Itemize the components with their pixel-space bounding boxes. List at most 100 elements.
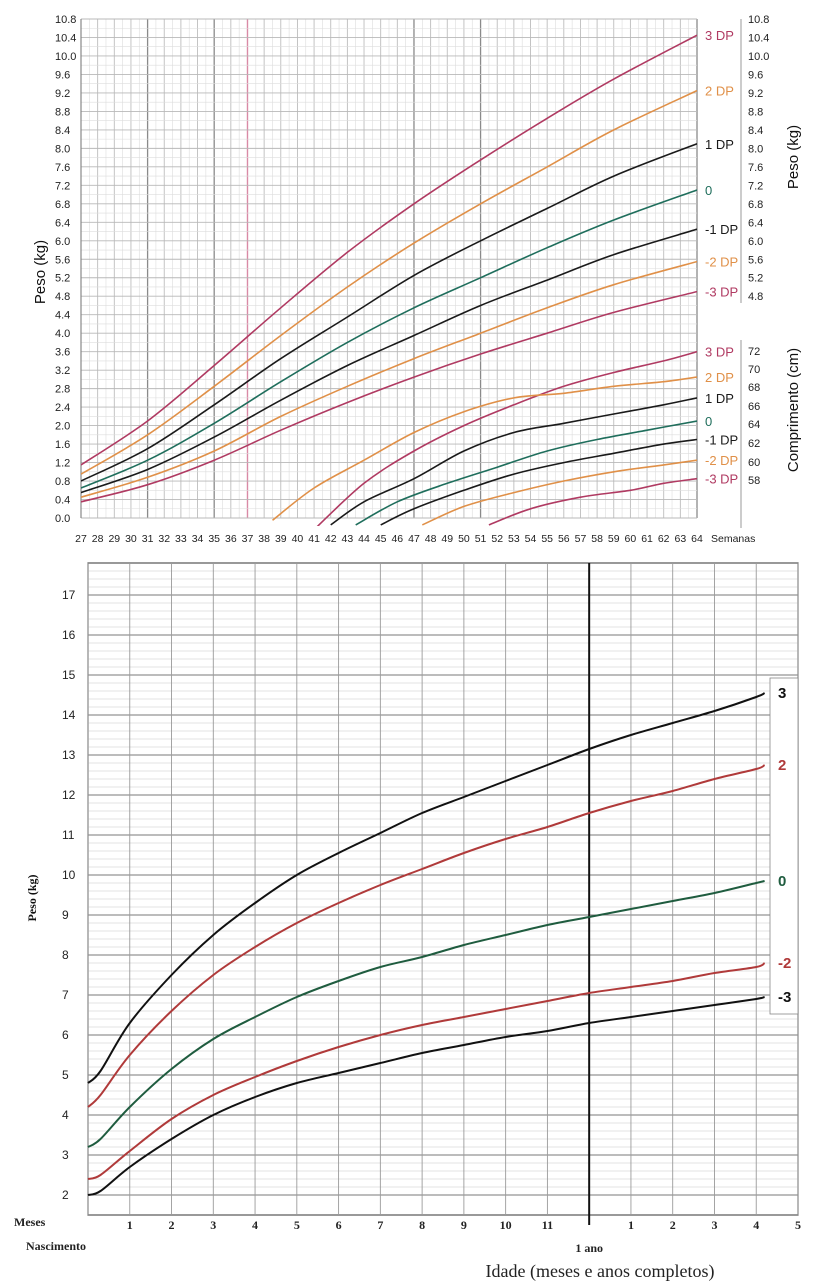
y-tick-label-left: 0.0 — [55, 513, 70, 525]
y-tick-label: 5 — [62, 1068, 69, 1082]
length-tick-label: 68 — [748, 382, 760, 394]
length-axis-title: Comprimento (cm) — [785, 348, 802, 472]
y-tick-label-left: 0.8 — [55, 476, 70, 488]
y-tick-label: 7 — [62, 988, 69, 1002]
length-series-label: 3 DP — [705, 345, 734, 360]
y-tick-label-right: 7.2 — [748, 180, 763, 192]
x-tick-label: 7 — [377, 1218, 383, 1232]
weight-series-label: -1 DP — [705, 222, 738, 237]
y-tick-label-left: 3.6 — [55, 347, 70, 359]
top-series-group — [81, 34, 697, 526]
y-tick-label-left: 9.2 — [55, 88, 70, 100]
y-axis-title-left: Peso (kg) — [32, 240, 49, 304]
y-tick-label: 2 — [62, 1188, 69, 1202]
length-series-label: 1 DP — [705, 391, 734, 406]
length-series-label: 2 DP — [705, 370, 734, 385]
x-tick-label: 41 — [308, 533, 320, 545]
y-axis-title-right: Peso (kg) — [785, 125, 802, 189]
y-tick-label: 9 — [62, 908, 69, 922]
x-tick-label: 1 — [127, 1218, 133, 1232]
y-tick-label-right: 6.4 — [748, 217, 763, 229]
bottom-plot-area — [87, 562, 799, 1216]
x-tick-label: 47 — [408, 533, 420, 545]
weight-series-line — [81, 260, 697, 498]
x-start-label: Nascimento — [26, 1239, 86, 1253]
weight-series-line — [81, 290, 697, 503]
y-tick-label-left: 4.8 — [55, 291, 70, 303]
x-tick-label: 55 — [541, 533, 553, 545]
y-tick-label: 16 — [62, 628, 76, 642]
length-series-label: -1 DP — [705, 432, 738, 447]
length-series-line — [330, 397, 697, 526]
y-tick-label-left: 4.4 — [55, 310, 70, 322]
weight-series-line — [81, 143, 697, 482]
y-tick-label-right: 7.6 — [748, 162, 763, 174]
weight-series-line — [81, 228, 697, 494]
y-tick-label: 6 — [62, 1028, 69, 1042]
y-tick-label: 11 — [62, 828, 75, 842]
y-tick-label-left: 7.2 — [55, 180, 70, 192]
y-tick-label: 15 — [62, 668, 76, 682]
y-tick-label: 14 — [62, 708, 76, 722]
series-label: -3 — [778, 989, 791, 1006]
weight-series-label: -3 DP — [705, 285, 738, 300]
y-tick-label: 8 — [62, 948, 69, 962]
x-tick-label: 2 — [670, 1218, 676, 1232]
x-tick-label: 28 — [92, 533, 104, 545]
x-axis-unit-label: Semanas — [711, 533, 755, 545]
length-series-line — [355, 420, 697, 526]
length-series-label: 0 — [705, 414, 712, 429]
y-tick-label-right: 5.2 — [748, 273, 763, 285]
length-tick-label: 72 — [748, 346, 760, 358]
x-tick-label: 51 — [475, 533, 487, 545]
series-line — [87, 996, 765, 1196]
y-tick-label-left: 0.4 — [55, 495, 70, 507]
x-tick-label: 54 — [525, 533, 537, 545]
y-tick-label-right: 9.2 — [748, 88, 763, 100]
length-series-line — [272, 376, 697, 521]
y-tick-label-left: 4.0 — [55, 328, 70, 340]
length-tick-label: 66 — [748, 401, 760, 413]
x-tick-label: 38 — [258, 533, 270, 545]
length-tick-label: 60 — [748, 457, 760, 469]
y-tick-label-right: 6.0 — [748, 236, 763, 248]
x-tick-label: 6 — [336, 1218, 342, 1232]
x-tick-label: 27 — [75, 533, 87, 545]
length-series-label: -2 DP — [705, 453, 738, 468]
x-tick-label: 39 — [275, 533, 287, 545]
y-tick-label-left: 8.0 — [55, 143, 70, 155]
y-tick-label-left: 6.8 — [55, 199, 70, 211]
x-tick-label: 49 — [441, 533, 453, 545]
x-tick-label: 57 — [575, 533, 587, 545]
length-series-line — [488, 477, 697, 526]
weight-series-label: 3 DP — [705, 28, 734, 43]
x-tick-label: 63 — [675, 533, 687, 545]
x-year-label: 1 ano — [575, 1241, 603, 1255]
x-tick-label: 56 — [558, 533, 570, 545]
x-tick-label: 45 — [375, 533, 387, 545]
series-label: 0 — [778, 873, 786, 890]
y-tick-label-left: 7.6 — [55, 162, 70, 174]
x-prefix-label: Meses — [14, 1215, 46, 1229]
x-tick-label: 11 — [542, 1218, 553, 1232]
y-tick-label: 3 — [62, 1148, 69, 1162]
series-label: 2 — [778, 757, 786, 774]
y-tick-label-right: 8.8 — [748, 106, 763, 118]
y-tick-label: 17 — [62, 588, 76, 602]
y-tick-label-left: 9.6 — [55, 69, 70, 81]
y-tick-label-left: 6.4 — [55, 217, 70, 229]
weight-series-label: 0 — [705, 183, 712, 198]
x-tick-label: 2 — [169, 1218, 175, 1232]
length-tick-label: 58 — [748, 475, 760, 487]
series-line — [87, 764, 766, 1108]
y-tick-label: 10 — [62, 868, 76, 882]
series-line — [87, 692, 766, 1084]
x-tick-label: 33 — [175, 533, 187, 545]
y-tick-label-left: 3.2 — [55, 365, 70, 377]
x-tick-label: 40 — [292, 533, 304, 545]
y-tick-label-left: 10.8 — [55, 14, 76, 26]
x-tick-label: 4 — [753, 1218, 759, 1232]
x-tick-label: 8 — [419, 1218, 425, 1232]
series-line — [87, 962, 766, 1180]
